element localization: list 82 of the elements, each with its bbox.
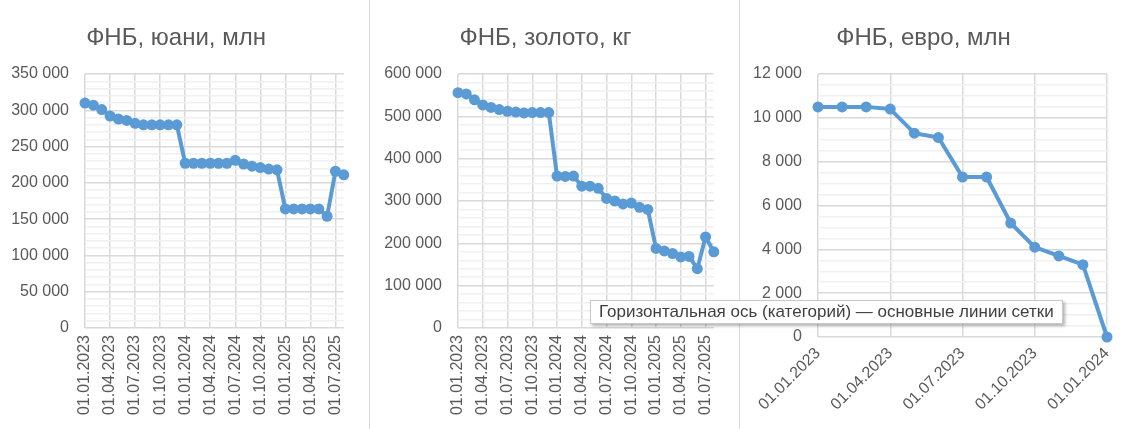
x-tick-label: 01.01.2024 [547, 334, 565, 416]
x-tick-label: 01.04.2025 [300, 334, 318, 416]
point [625, 197, 637, 209]
y-tick-label: 350 000 [11, 64, 70, 82]
chart-title: ФНБ, евро, млн [836, 23, 1011, 51]
point [321, 210, 333, 222]
x-tick-label: 01.01.2025 [646, 334, 664, 416]
y-tick-label: 6 000 [761, 195, 803, 213]
y-tick-label: 300 000 [11, 100, 70, 118]
x-tick-label: 01.10.2024 [621, 334, 639, 416]
y-tick-label: 150 000 [11, 209, 70, 227]
point [884, 103, 896, 115]
point [683, 250, 695, 262]
y-tick-label: 0 [433, 318, 443, 336]
y-tick-label: 0 [793, 327, 803, 345]
point [568, 170, 580, 182]
point [96, 104, 108, 116]
point [171, 119, 183, 131]
x-tick-label: 01.01.2023 [448, 334, 466, 416]
point [708, 246, 720, 258]
point [338, 169, 350, 181]
point [642, 203, 654, 215]
y-tick-label: 8 000 [761, 152, 803, 170]
y-tick-label: 12 000 [753, 64, 803, 82]
point [932, 132, 944, 144]
x-tick-label: 01.07.2024 [596, 334, 614, 416]
point [836, 101, 848, 113]
point [87, 99, 99, 111]
y-tick-label: 400 000 [384, 149, 443, 167]
point [329, 165, 341, 177]
chart-title: ФНБ, золото, кг [459, 23, 632, 51]
point [121, 114, 133, 126]
y-tick-label: 100 000 [384, 276, 443, 294]
point [957, 171, 968, 183]
point [667, 247, 679, 259]
point [1029, 241, 1041, 253]
x-tick-label: 01.10.2023 [150, 334, 168, 416]
point [860, 101, 872, 113]
point [543, 107, 555, 119]
point [592, 182, 604, 194]
point [469, 94, 480, 106]
y-tick-label: 200 000 [11, 173, 70, 191]
y-tick-label: 50 000 [20, 282, 70, 300]
y-tick-label: 100 000 [11, 245, 70, 263]
y-tick-label: 500 000 [384, 106, 443, 124]
x-tick-label: 01.07.2024 [225, 334, 243, 416]
point [1077, 259, 1089, 271]
x-tick-label: 01.07.2023 [497, 334, 515, 416]
x-tick-label: 01.04.2025 [671, 334, 689, 416]
x-tick-label: 01.07.2023 [125, 334, 143, 416]
y-tick-label: 0 [60, 318, 70, 336]
x-tick-label: 01.10.2023 [522, 334, 540, 416]
point [460, 88, 472, 100]
x-tick-label: 01.04.2023 [473, 334, 491, 416]
chart-title: ФНБ, юани, млн [86, 23, 266, 51]
x-tick-label: 01.07.2025 [695, 334, 713, 416]
x-tick-label: 01.01.2023 [75, 334, 93, 416]
point [812, 101, 824, 113]
point [700, 231, 712, 243]
x-tick-label: 01.04.2023 [100, 334, 118, 416]
x-tick-label: 01.07.2025 [325, 334, 343, 416]
point [908, 127, 920, 139]
x-tick-label: 01.10.2024 [250, 334, 268, 416]
point [691, 263, 703, 275]
y-tick-label: 2 000 [761, 283, 803, 301]
point [1101, 331, 1113, 343]
y-tick-label: 200 000 [384, 233, 443, 251]
y-tick-label: 250 000 [11, 136, 70, 154]
annotation: Горизонтальная ось (категорий) — основные линии сетки [590, 300, 1063, 324]
point [1005, 217, 1017, 229]
point [271, 164, 283, 176]
point [313, 203, 325, 215]
point [981, 171, 993, 183]
y-tick-label: 300 000 [384, 191, 443, 209]
x-tick-label: 01.01.2024 [175, 334, 193, 416]
x-tick-label: 01.04.2024 [200, 334, 218, 416]
y-tick-label: 600 000 [384, 64, 443, 82]
x-tick-label: 01.04.2024 [572, 334, 590, 416]
y-tick-label: 10 000 [753, 108, 803, 126]
point [1053, 250, 1065, 262]
y-tick-label: 4 000 [761, 239, 803, 257]
x-tick-label: 01.01.2025 [275, 334, 293, 416]
